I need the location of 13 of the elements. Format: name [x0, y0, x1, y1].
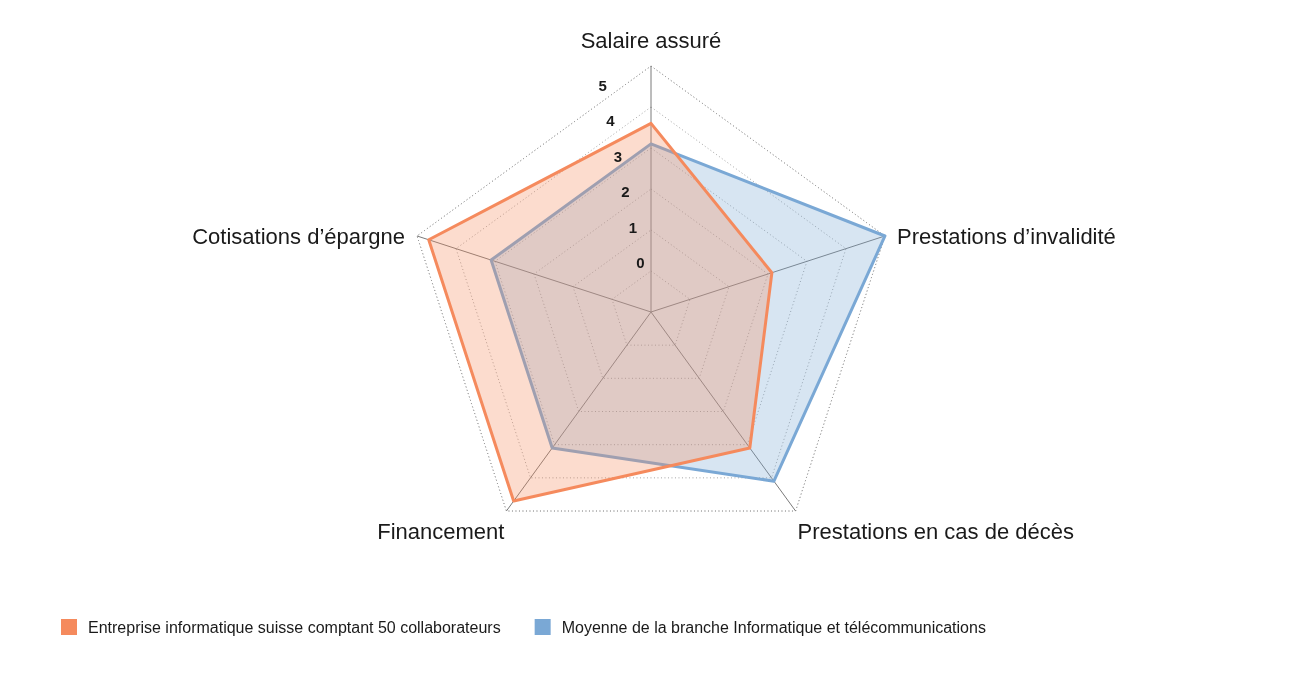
y-tick-label: 0 [636, 254, 645, 272]
spoke-label: Prestations d’invalidité [896, 223, 1116, 249]
y-tick-label: 4 [606, 112, 616, 130]
spoke-label: Prestations en cas de décès [797, 518, 1074, 544]
y-tick-label: 3 [613, 147, 623, 165]
spoke-label: Cotisations d’épargne [192, 223, 406, 249]
y-tick-label: 1 [628, 218, 638, 236]
spoke-label: Financement [377, 518, 505, 544]
y-tick-label: 2 [621, 183, 630, 201]
legend-label: Moyenne de la branche Informatique et télécommunications [561, 618, 986, 636]
legend-label: Entreprise informatique suisse comptant 50 collaborateurs [88, 618, 501, 636]
y-tick-label: 5 [598, 76, 607, 94]
spoke-label: Salaire assuré [580, 27, 722, 53]
